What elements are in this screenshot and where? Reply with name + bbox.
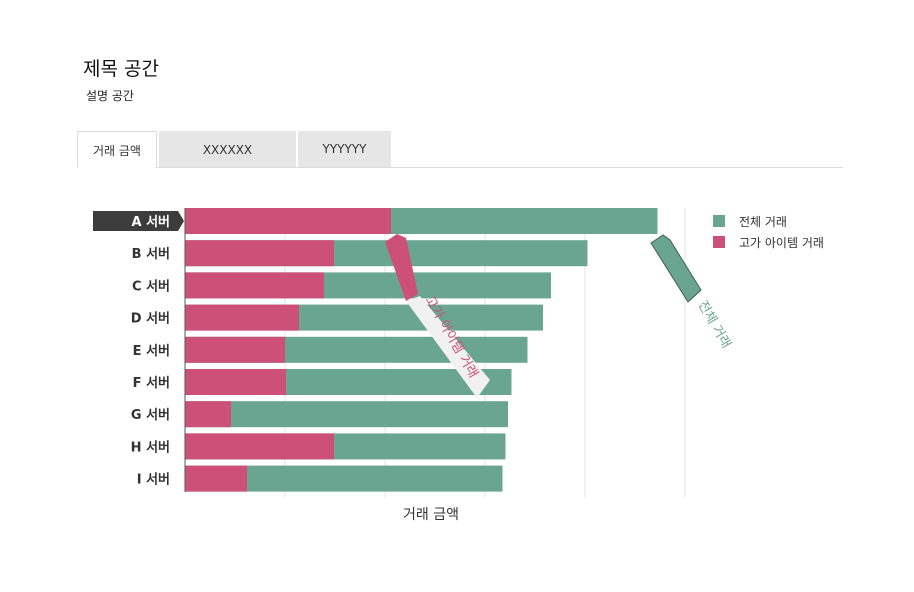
- page-subtitle: 설명 공간: [86, 89, 134, 103]
- category-label[interactable]: E 서버: [133, 343, 170, 359]
- bar-premium[interactable]: [185, 433, 334, 460]
- tab-yyyyyy[interactable]: YYYYYY: [298, 131, 391, 167]
- premium-callout-tag: [406, 296, 490, 398]
- legend-swatch-premium: [713, 236, 725, 248]
- bar-premium[interactable]: [185, 465, 247, 492]
- bar-total[interactable]: [185, 401, 508, 428]
- selected-category-marker: [93, 211, 184, 231]
- bar-series: [185, 208, 658, 492]
- total-callout-ribbon: [650, 234, 702, 303]
- legend-label-total: 전체 거래: [739, 215, 787, 229]
- category-label[interactable]: A 서버: [131, 214, 170, 230]
- legend: 전체 거래 고가 아이템 거래: [713, 215, 824, 250]
- page-title: 제목 공간: [83, 58, 159, 80]
- premium-callout-ribbon: [385, 234, 418, 301]
- category-label[interactable]: H 서버: [131, 439, 170, 455]
- tab-bar: 거래 금액 XXXXXX YYYYYY: [77, 131, 843, 168]
- category-label[interactable]: C 서버: [132, 278, 170, 294]
- bar-premium[interactable]: [185, 208, 391, 234]
- total-callout: 전체 거래: [650, 234, 734, 352]
- bar-premium[interactable]: [185, 272, 324, 299]
- legend-swatch-total: [713, 215, 725, 227]
- category-label[interactable]: I 서버: [137, 472, 170, 488]
- tab-xxxxxx[interactable]: XXXXXX: [159, 131, 296, 167]
- x-axis-label: 거래 금액: [403, 507, 459, 523]
- legend-label-premium: 고가 아이템 거래: [739, 236, 824, 250]
- bar-premium[interactable]: [185, 369, 286, 395]
- category-label[interactable]: B 서버: [132, 246, 170, 262]
- bar-premium[interactable]: [185, 336, 285, 363]
- category-label[interactable]: F 서버: [133, 375, 170, 391]
- bar-premium[interactable]: [185, 401, 231, 428]
- bar-premium[interactable]: [185, 240, 334, 267]
- tab-trade-amount[interactable]: 거래 금액: [77, 131, 157, 168]
- bar-premium[interactable]: [185, 304, 299, 331]
- category-label[interactable]: D 서버: [131, 311, 170, 327]
- category-labels: A 서버 B 서버 C 서버 D 서버 E 서버 F 서버 G 서버 H 서버 I 서버: [93, 211, 184, 488]
- total-callout-text: 전체 거래: [695, 299, 734, 352]
- category-label[interactable]: G 서버: [131, 407, 170, 423]
